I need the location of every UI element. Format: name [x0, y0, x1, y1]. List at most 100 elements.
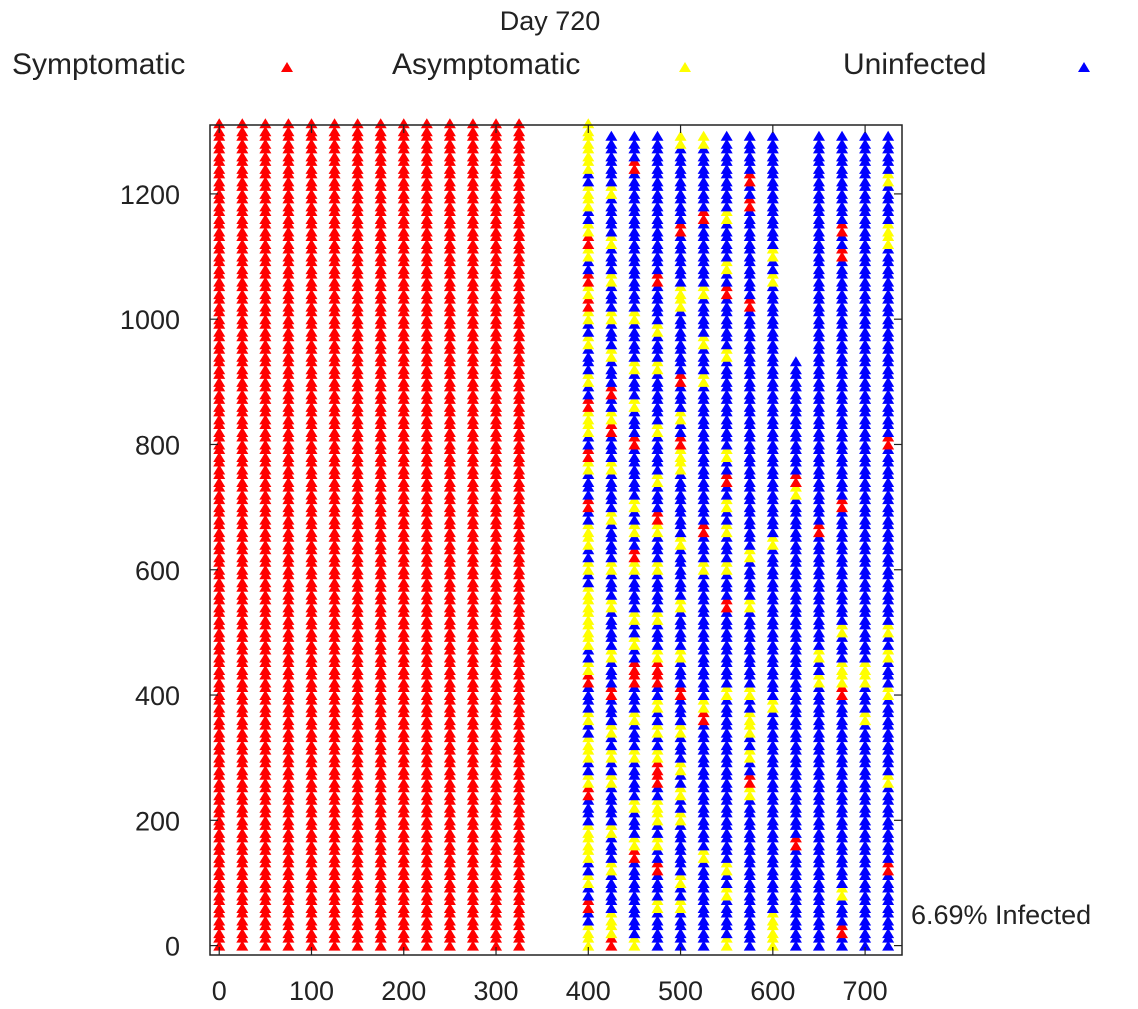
data-point [282, 639, 295, 650]
data-point [213, 915, 226, 926]
data-point [651, 439, 664, 450]
data-point [697, 226, 710, 237]
data-point [259, 652, 272, 663]
data-point [490, 903, 503, 914]
data-point [443, 827, 456, 838]
data-point [466, 489, 479, 500]
data-point [420, 602, 433, 613]
data-point [882, 690, 895, 701]
data-point [836, 664, 849, 675]
data-point [374, 276, 387, 287]
data-point [651, 639, 664, 650]
data-point [466, 364, 479, 375]
data-point [466, 802, 479, 813]
data-point [720, 251, 733, 262]
data-point [443, 627, 456, 638]
data-points [213, 118, 895, 951]
data-point [697, 940, 710, 951]
data-point [305, 614, 318, 625]
data-point [351, 940, 364, 951]
data-point [651, 138, 664, 149]
data-point [259, 489, 272, 500]
data-point [628, 752, 641, 763]
data-point [697, 690, 710, 701]
data-point [882, 852, 895, 863]
data-point [374, 239, 387, 250]
data-point [882, 940, 895, 951]
data-point [836, 376, 849, 387]
data-point [328, 915, 341, 926]
data-point [628, 690, 641, 701]
data-point [374, 477, 387, 488]
data-point [420, 765, 433, 776]
data-point [490, 627, 503, 638]
data-point [812, 777, 825, 788]
data-point [697, 890, 710, 901]
data-point [789, 602, 802, 613]
data-point [812, 201, 825, 212]
data-point [789, 890, 802, 901]
data-point [513, 414, 526, 425]
data-point [766, 677, 779, 688]
data-point [836, 690, 849, 701]
data-point [374, 928, 387, 939]
data-point [882, 552, 895, 563]
data-point [882, 364, 895, 375]
data-point [651, 226, 664, 237]
data-point [651, 188, 664, 199]
data-point [236, 226, 249, 237]
data-point [674, 188, 687, 199]
data-point [628, 426, 641, 437]
data-point [305, 940, 318, 951]
data-point [282, 564, 295, 575]
data-point [351, 614, 364, 625]
data-point [836, 414, 849, 425]
data-point [697, 489, 710, 500]
data-point [789, 677, 802, 688]
data-point [836, 527, 849, 538]
data-point [836, 602, 849, 613]
data-point [582, 477, 595, 488]
data-point [766, 915, 779, 926]
data-point [374, 690, 387, 701]
data-point [859, 213, 872, 224]
data-point [720, 827, 733, 838]
data-point [720, 727, 733, 738]
data-point [259, 514, 272, 525]
data-point [374, 414, 387, 425]
data-point [513, 376, 526, 387]
data-point [674, 364, 687, 375]
data-point [766, 577, 779, 588]
data-point [305, 677, 318, 688]
data-point [328, 790, 341, 801]
data-point [305, 690, 318, 701]
data-point [882, 188, 895, 199]
data-point [628, 502, 641, 513]
data-point [582, 852, 595, 863]
data-point [812, 452, 825, 462]
data-point [720, 790, 733, 801]
data-point [490, 339, 503, 350]
data-point [697, 314, 710, 325]
data-point [605, 715, 618, 726]
data-point [812, 577, 825, 588]
data-point [628, 439, 641, 450]
data-point [651, 452, 664, 462]
data-point [259, 401, 272, 412]
data-point [743, 151, 756, 162]
data-point [259, 702, 272, 713]
data-point [213, 765, 226, 776]
data-point [236, 564, 249, 575]
data-point [697, 664, 710, 675]
data-point [513, 677, 526, 688]
data-point [720, 802, 733, 813]
data-point [674, 777, 687, 788]
data-point [351, 677, 364, 688]
data-point [651, 514, 664, 525]
data-point [259, 414, 272, 425]
data-point [490, 439, 503, 450]
data-point [674, 301, 687, 312]
data-point [466, 677, 479, 688]
data-point [812, 940, 825, 951]
data-point [743, 188, 756, 199]
